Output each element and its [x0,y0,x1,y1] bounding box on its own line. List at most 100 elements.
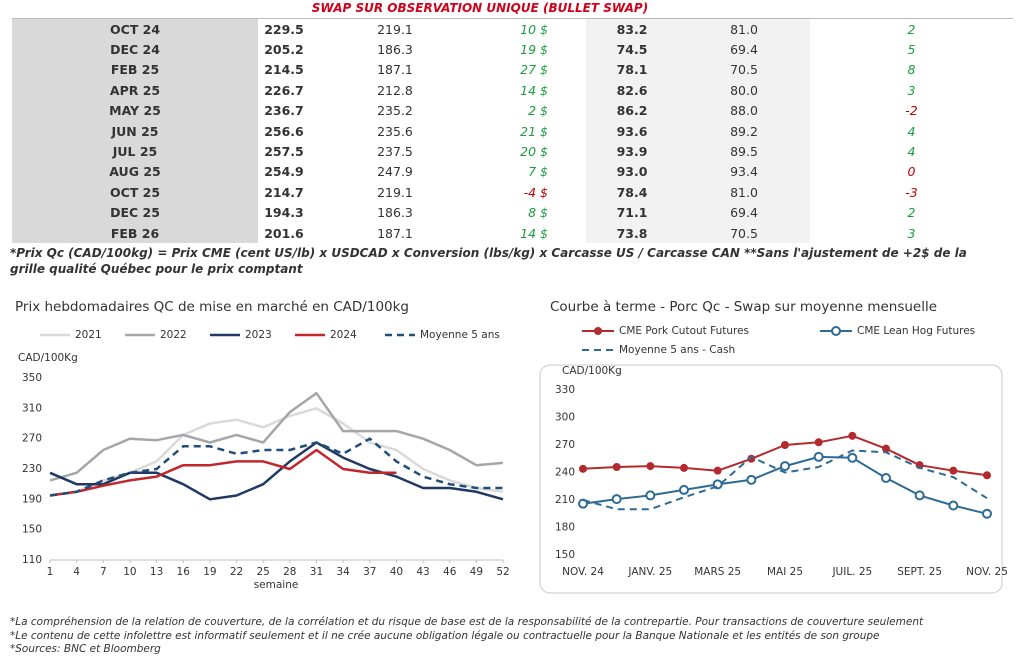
note: *Prix Qc (CAD/100kg) = Prix CME (cent US… [10,246,967,276]
series-marker [848,431,857,440]
series-marker [982,508,992,519]
table-cell: 27 $ [520,62,548,78]
footer-note: *La compréhension de la relation de couv… [10,616,924,628]
table-cell: 219.1 [377,184,413,200]
table-cell: 8 $ [528,205,548,221]
y-axis-label: CAD/100Kg [18,352,78,364]
x-tick-label: 37 [363,566,376,578]
table-row: JUN 25 256.6 235.6 21 $ 93.6 89.2 4 [12,120,1013,142]
x-tick-label: 4 [73,566,80,578]
table-cell: 10 $ [520,21,548,37]
table-cell: 83.2 [586,18,678,40]
series-marker [847,452,858,463]
x-tick-label: 40 [390,566,403,578]
y-tick-label: 270 [22,433,42,445]
table-cell: 20 $ [520,144,548,160]
table-cell: DEC 25 [12,202,258,223]
footer-note: *Sources: BNC et Bloomberg [10,643,161,655]
series-marker [679,484,689,495]
series-marker [780,461,790,472]
x-tick-label: 31 [310,566,323,578]
series-marker [949,466,958,475]
table-cell: 81.0 [678,182,810,203]
table-row: APR 25 226.7 212.8 14 $ 82.6 80.0 3 [12,80,1013,101]
series-marker [881,473,891,483]
table-cell: 93.9 [586,141,678,162]
x-tick-label: JUIL. 25 [831,566,872,578]
table-row: AUG 25 254.9 247.9 7 $ 93.0 93.4 0 [12,161,1013,183]
table-cell: 256.6 [264,123,304,139]
table-cell: 82.6 [586,80,678,101]
series-marker [781,441,789,449]
table-cell: -4 $ [523,184,548,200]
table-cell: 93.0 [586,161,678,183]
series-line [49,391,504,482]
y-tick-label: 190 [22,493,42,505]
y-tick-label: 230 [22,463,42,475]
series-marker [680,463,688,472]
y-tick-label: 210 [555,494,575,506]
series-line [582,449,988,511]
table-cell: DEC 24 [12,39,258,60]
table-cell: 2 [907,205,916,221]
series-marker [746,474,757,485]
y-tick-label: 240 [555,467,575,479]
x-tick-label: MAI 25 [767,566,803,578]
table-cell: 247.9 [377,164,413,180]
legend-label: Moyenne 5 ans - Cash [619,344,735,356]
table-cell: 229.5 [264,21,304,37]
table-cell: 21 $ [520,123,548,139]
table-cell: 80.0 [678,80,810,101]
series-marker [645,490,656,501]
series-line [49,437,503,497]
table-row: OCT 25 214.7 219.1 -4 $ 78.4 81.0 -3 [12,182,1013,203]
x-tick-label: 16 [177,566,191,578]
x-tick-label: 13 [150,566,163,578]
legend-label: 2022 [160,329,187,341]
table-cell: AUG 25 [12,161,258,183]
y-tick-label: 300 [555,412,575,424]
chart-frame [539,364,1003,594]
series-marker [948,500,959,511]
table-cell: 219.1 [377,21,413,37]
table-cell: 69.4 [678,202,810,223]
table-cell: 71.1 [586,202,678,223]
table-cell: 14 $ [520,225,548,241]
legend-label: 2024 [330,329,357,341]
table-row: FEB 25 214.5 187.1 27 $ 78.1 70.5 8 [12,59,1013,81]
series-marker [813,451,824,462]
y-tick-label: 310 [22,402,42,414]
table-cell: 93.6 [586,120,678,142]
x-tick-label: 43 [416,566,429,578]
x-axis-label: semaine [254,579,299,591]
table-cell: OCT 25 [12,182,258,203]
table-cell: 186.3 [377,205,413,221]
series-marker [611,494,622,505]
table-cell: 81.0 [678,18,810,40]
y-tick-label: 110 [22,554,42,566]
table-cell: 3 [907,225,916,241]
table-row: MAY 25 236.7 235.2 2 $ 86.2 88.0 -2 [12,100,1013,121]
x-tick-label: 46 [443,566,457,578]
series-marker [578,498,588,509]
table-cell: 86.2 [586,100,678,121]
table-cell: 214.7 [264,184,304,200]
table-cell: 205.2 [264,42,304,58]
series-marker [713,466,722,475]
table-cell: 74.5 [586,39,678,60]
table-cell: 235.6 [377,123,413,139]
table-cell: 73.8 [586,222,678,244]
x-tick-label: NOV. 24 [562,566,604,578]
table-cell: 88.0 [678,100,810,121]
table-cell: FEB 25 [12,59,258,81]
table-cell: 257.5 [264,144,304,160]
series-marker [914,490,925,501]
legend-label: 2023 [245,329,272,341]
table-cell: 4 [907,144,916,160]
table-cell: 19 $ [520,42,548,58]
table-cell: 93.4 [678,161,810,183]
chart-title: Courbe à terme - Porc Qc - Swap sur moye… [550,299,937,315]
table-cell: 2 $ [528,103,548,119]
x-tick-label: 19 [203,566,216,578]
chart-title: Prix hebdomadaires QC de mise en marché … [15,299,409,315]
